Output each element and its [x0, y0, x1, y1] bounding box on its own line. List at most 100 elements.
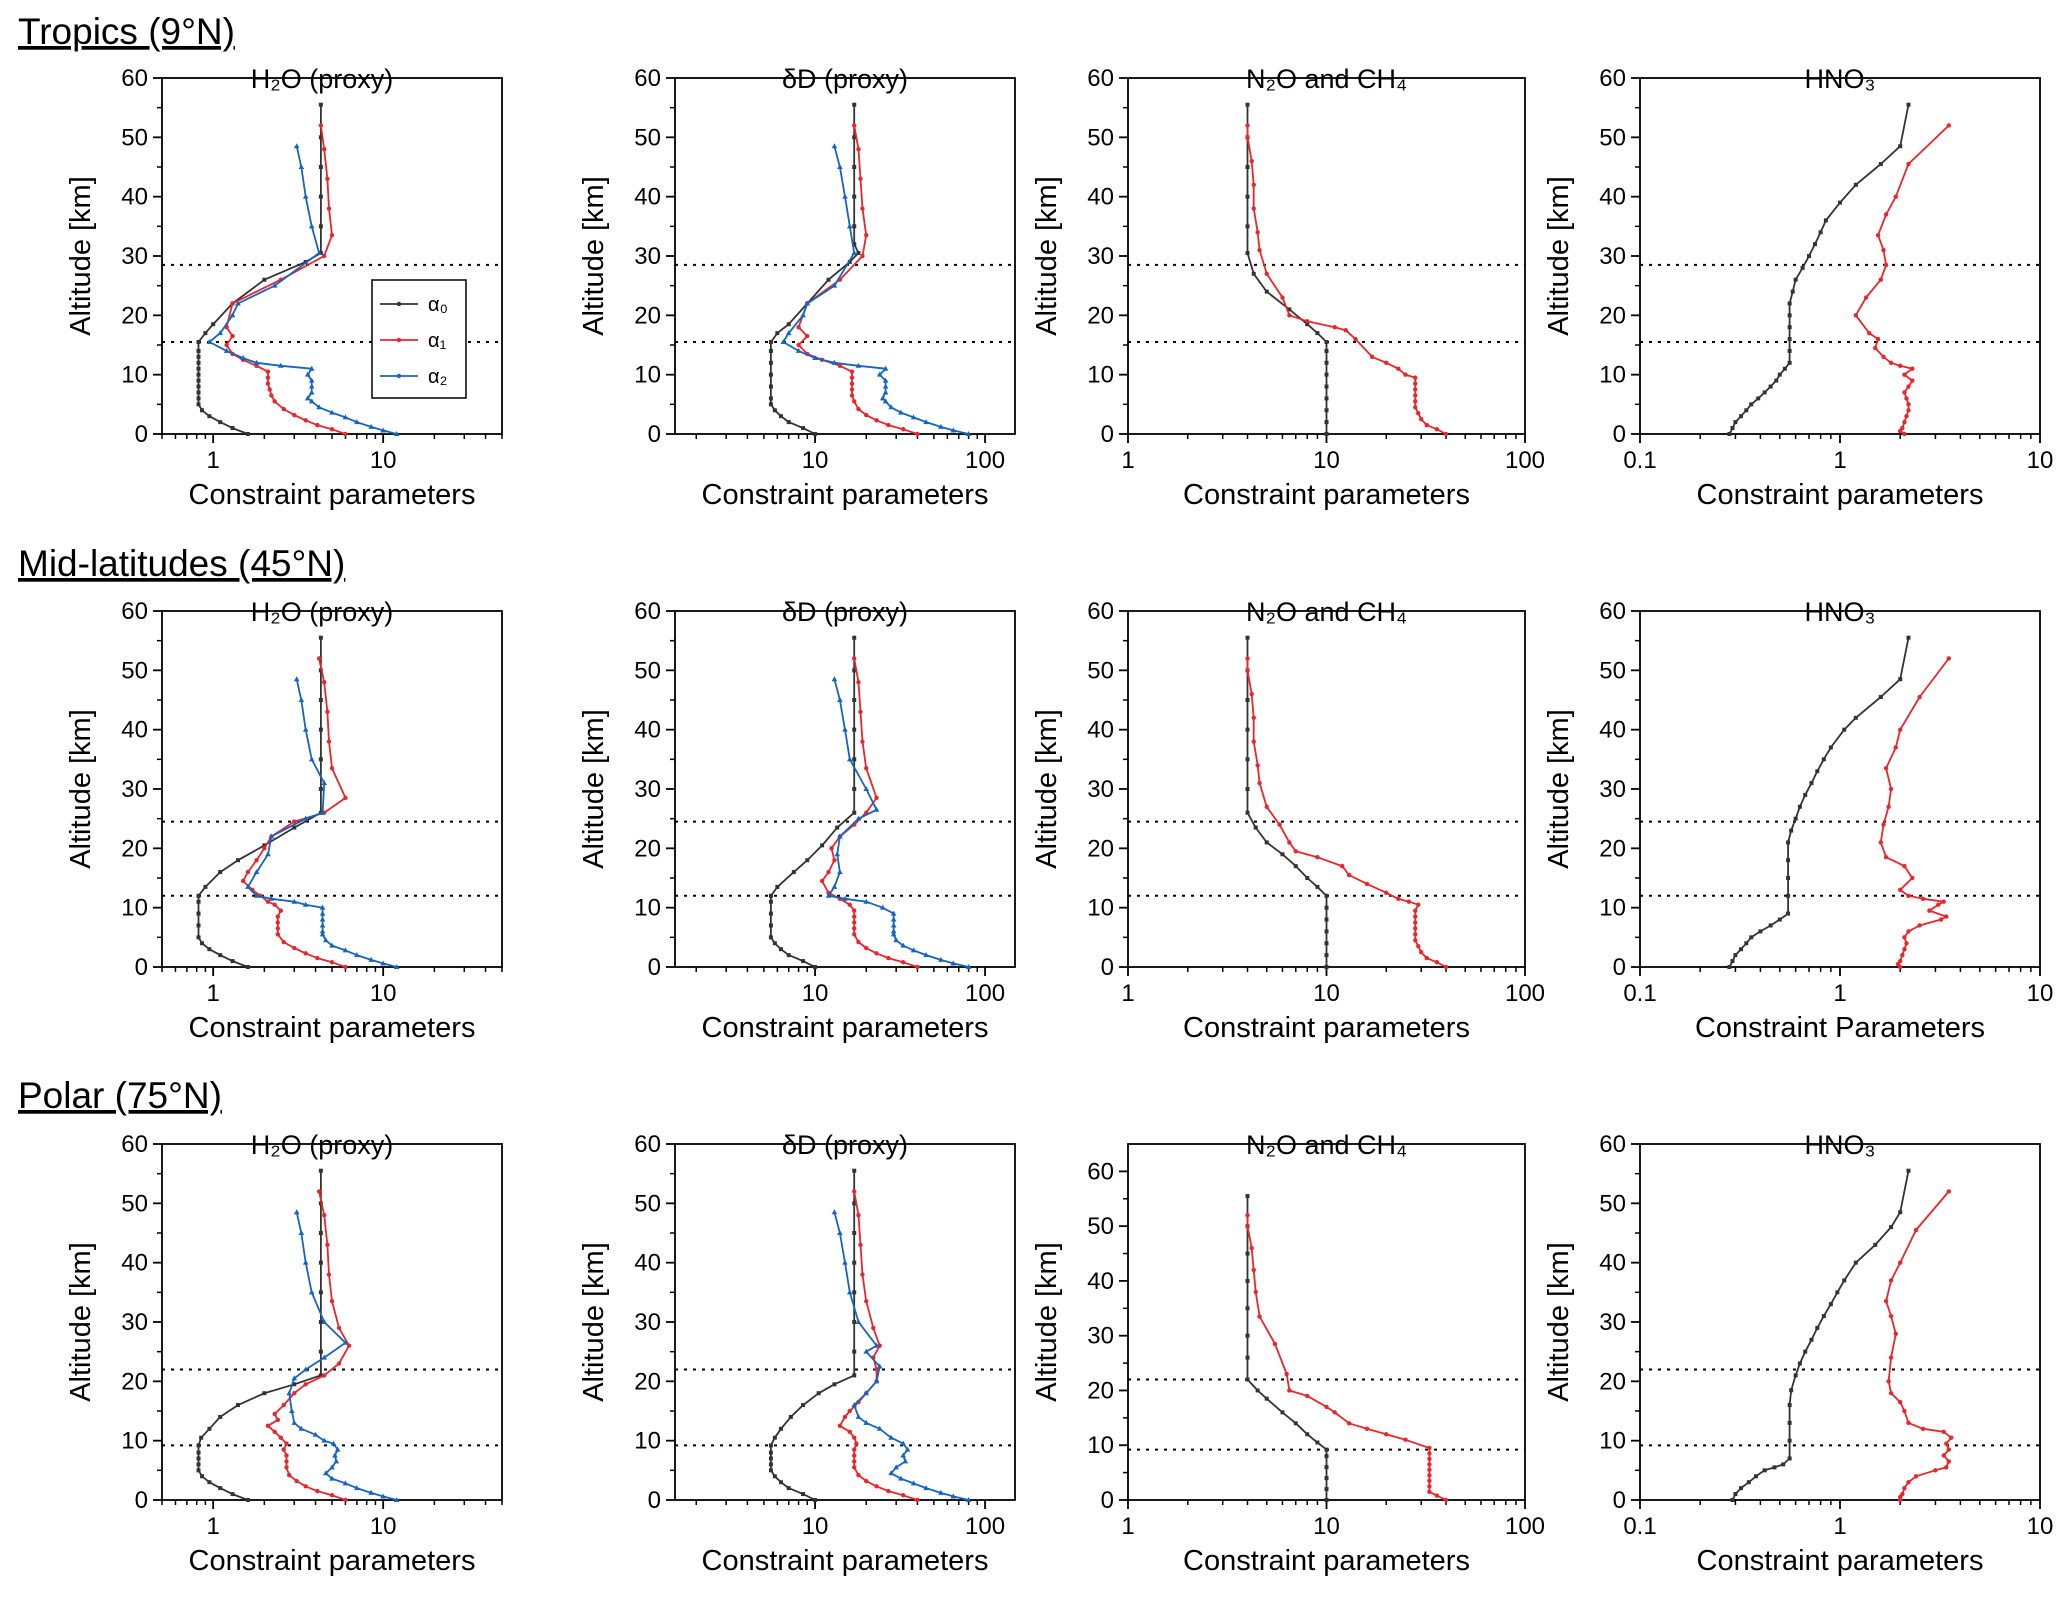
data-point	[368, 423, 374, 429]
data-point	[849, 387, 855, 392]
data-point	[1413, 387, 1418, 392]
y-tick-label: 50	[1087, 657, 1114, 684]
data-point	[196, 340, 201, 345]
data-point	[1324, 408, 1329, 413]
data-point	[1902, 863, 1907, 869]
data-point	[832, 1382, 837, 1387]
data-point	[1443, 964, 1449, 970]
data-point	[325, 709, 330, 715]
data-point	[1893, 745, 1898, 750]
data-point	[203, 884, 208, 889]
data-point	[200, 1474, 205, 1479]
data-point	[768, 340, 773, 345]
data-point	[1245, 698, 1250, 702]
data-point	[856, 939, 861, 945]
data-point	[882, 398, 889, 404]
data-point	[864, 1299, 869, 1304]
y-tick-label: 40	[634, 184, 661, 211]
data-point	[893, 1464, 899, 1470]
series-2	[831, 1209, 972, 1502]
y-tick-label: 20	[1087, 835, 1114, 862]
data-point	[1332, 1410, 1337, 1415]
data-point	[874, 1484, 879, 1489]
panel-title: δD (proxy)	[782, 64, 908, 94]
data-point	[326, 1272, 332, 1277]
data-point	[298, 164, 305, 169]
data-point	[900, 1452, 907, 1458]
series-line	[242, 658, 347, 968]
data-point	[879, 904, 886, 910]
panel-title: N₂O and CH₄	[1246, 64, 1407, 94]
data-point	[1324, 965, 1329, 969]
data-point	[910, 414, 917, 420]
data-point	[1324, 348, 1329, 353]
data-point	[1255, 1388, 1260, 1393]
data-point	[1277, 822, 1282, 827]
data-point	[196, 366, 201, 371]
data-point	[329, 1299, 335, 1304]
data-point	[1898, 1210, 1903, 1215]
y-tick-label: 30	[1599, 1309, 1626, 1336]
data-point	[245, 432, 250, 436]
data-point	[788, 1414, 793, 1419]
y-tick-label: 0	[135, 421, 148, 448]
data-point	[1739, 1486, 1744, 1491]
series-line	[1879, 657, 1950, 968]
data-point	[321, 1354, 328, 1360]
data-point	[890, 922, 897, 928]
data-point	[245, 965, 250, 969]
y-tick-label: 10	[1087, 362, 1114, 389]
data-point	[1787, 1420, 1792, 1425]
data-point	[1245, 757, 1250, 762]
data-point	[1906, 1480, 1911, 1485]
plot-frame	[1639, 77, 2041, 435]
data-point	[1245, 1278, 1250, 1283]
data-point	[1245, 1333, 1250, 1338]
data-point	[831, 883, 838, 889]
y-tick-label: 60	[1599, 598, 1626, 625]
y-tick-label: 10	[121, 895, 148, 922]
data-point	[292, 945, 297, 951]
data-point	[858, 709, 863, 715]
data-point	[856, 147, 861, 152]
data-point	[308, 389, 315, 395]
data-point	[852, 194, 857, 199]
y-tick-label: 60	[1599, 65, 1626, 92]
data-point	[1902, 935, 1907, 940]
data-point	[965, 431, 972, 436]
data-point	[1733, 953, 1738, 958]
data-point	[852, 787, 857, 791]
y-tick-label: 0	[135, 1487, 148, 1514]
data-point	[1898, 363, 1903, 368]
data-point	[768, 1443, 773, 1448]
data-point	[1782, 366, 1787, 371]
x-tick-label: 1	[1121, 1513, 1134, 1540]
data-point	[298, 1425, 305, 1431]
data-point	[321, 780, 328, 786]
y-tick-label: 20	[1599, 302, 1626, 329]
data-point	[265, 1423, 271, 1429]
data-point	[791, 870, 796, 875]
data-point	[910, 1480, 917, 1486]
data-point	[1902, 1408, 1907, 1414]
data-point	[1893, 194, 1898, 199]
x-axis-label: Constraint parameters	[1183, 479, 1470, 511]
data-point	[890, 916, 897, 922]
series-line	[782, 145, 969, 435]
data-point	[319, 922, 326, 928]
data-point	[1245, 135, 1250, 140]
series-line	[770, 1170, 856, 1501]
y-tick-label: 50	[634, 124, 661, 151]
data-point	[1917, 923, 1922, 928]
y-tick-label: 50	[121, 657, 148, 684]
data-point	[893, 937, 899, 943]
data-point	[876, 1363, 883, 1369]
data-point	[1245, 1194, 1250, 1199]
data-point	[1443, 1497, 1449, 1503]
y-axis-label: Altitude [km]	[578, 1242, 610, 1402]
data-point	[1803, 792, 1808, 797]
data-point	[230, 301, 235, 306]
y-tick-label: 40	[121, 1250, 148, 1277]
plot-frame	[1639, 610, 2041, 968]
data-point	[768, 1468, 773, 1473]
